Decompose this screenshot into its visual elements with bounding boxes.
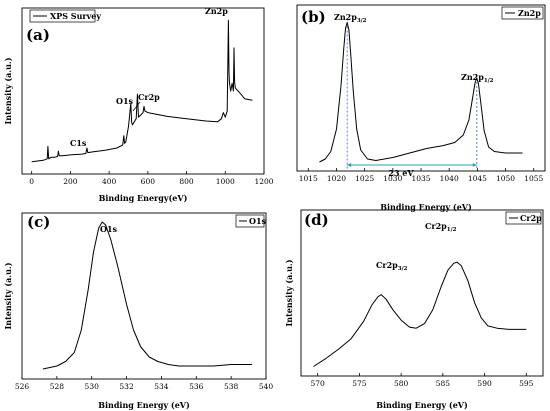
annotation-o1s: O1s	[116, 96, 134, 106]
tick-label: 580	[394, 379, 409, 388]
panel-b-legend	[501, 6, 544, 20]
panel-a-label: (a)	[26, 26, 50, 44]
panel-a-xlabel: Binding Energy(eV)	[99, 193, 188, 203]
panel-a: (a) XPS Survey Intensity (a.u.) Binding …	[3, 6, 274, 203]
tick-label: 536	[189, 382, 204, 391]
tick-label: 1045	[468, 174, 487, 183]
tick-label: 590	[477, 379, 492, 388]
panel-a-trace	[31, 19, 253, 163]
tick-label: 1000	[216, 177, 235, 186]
panel-c-x-ticks: 526 528 530 532 534 536 538 540	[15, 376, 274, 391]
arrow-head	[347, 163, 352, 167]
panel-d-ylabel: Intensity (a.u.)	[284, 259, 294, 326]
panel-c-xlabel: Binding Energy (eV)	[98, 400, 190, 410]
annotation-c1s: C1s	[70, 138, 87, 148]
annotation-o1s-c: O1s	[100, 224, 118, 234]
panel-b-xlabel: Binding Energy (eV)	[380, 202, 472, 212]
tick-label: 1020	[327, 174, 346, 183]
panel-a-frame	[21, 7, 265, 175]
tick-label: 575	[352, 379, 367, 388]
annotation-23ev: 23 eV	[388, 168, 414, 178]
annotation-cr2p1-2: Cr2p1/2	[425, 221, 457, 233]
panel-a-legend-text: XPS Survey	[50, 11, 101, 21]
tick-label: 538	[224, 382, 239, 391]
panel-d-frame	[300, 209, 544, 377]
tick-label: 400	[102, 177, 117, 186]
panel-a-legend	[29, 9, 96, 23]
tick-label: 1035	[411, 174, 430, 183]
tick-label: 585	[436, 379, 451, 388]
panel-c-legend	[235, 214, 265, 228]
tick-label: 540	[259, 382, 274, 391]
annotation-zn2p: Zn2p	[205, 6, 228, 16]
tick-label: 1040	[440, 174, 459, 183]
panel-d-legend	[505, 211, 542, 225]
panel-c-ylabel: Intensity (a.u.)	[3, 262, 13, 329]
panel-b-trace	[319, 22, 523, 163]
panel-b: (b) Zn2p Binding Energy (eV) 1015 1020 102…	[296, 4, 546, 212]
annotation-zn2p1-2: Zn2p1/2	[461, 72, 494, 84]
tick-label: 1025	[355, 174, 374, 183]
tick-label: 532	[119, 382, 134, 391]
panel-b-x-ticks: 1015 1020 1025 1030 1035 1040 1045 1050 1055	[299, 168, 543, 183]
tick-label: 1200	[254, 177, 273, 186]
tick-label: 0	[29, 177, 34, 186]
tick-label: 530	[85, 382, 100, 391]
tick-label: 200	[63, 177, 78, 186]
tick-label: 600	[141, 177, 156, 186]
tick-label: 528	[50, 382, 65, 391]
panel-b-label: (b)	[301, 8, 326, 26]
panel-d: (d) Cr2p Intensity (a.u.) Binding Energy…	[284, 209, 544, 410]
panel-c-trace	[42, 221, 253, 370]
panel-b-frame	[296, 4, 546, 172]
panel-c-label: (c)	[27, 213, 50, 231]
tick-label: 570	[311, 379, 326, 388]
tick-label: 1015	[299, 174, 318, 183]
panel-d-label: (d)	[304, 211, 329, 229]
panel-d-x-ticks: 570 575 580 585 590 595	[311, 373, 534, 388]
panel-c: (c) O1s Intensity (a.u.) Binding Energy …	[3, 212, 274, 410]
tick-label: 800	[179, 177, 194, 186]
arrow-head	[472, 163, 477, 167]
panel-a-ylabel: Intensity (a.u.)	[3, 57, 13, 124]
panel-b-peak-markers	[346, 18, 478, 170]
tick-label: 526	[15, 382, 30, 391]
tick-label: 1050	[496, 174, 515, 183]
panel-d-trace	[313, 261, 527, 367]
annotation-cr2p3-2: Cr2p3/2	[376, 260, 408, 272]
cr2p-pointer-line	[132, 101, 141, 112]
panel-b-legend-text: Zn2p	[518, 8, 541, 18]
panel-c-legend-text: O1s	[249, 216, 267, 226]
tick-label: 1030	[383, 174, 402, 183]
annotation-zn2p3-2: Zn2p3/2	[334, 12, 367, 24]
tick-label: 1055	[524, 174, 543, 183]
panel-d-legend-text: Cr2p	[520, 213, 542, 223]
annotation-cr2p: Cr2p	[138, 92, 160, 102]
tick-label: 595	[519, 379, 534, 388]
panel-c-frame	[21, 212, 267, 380]
tick-label: 534	[154, 382, 169, 391]
panel-a-x-ticks: 0 200 400 600 800 1000 1200	[29, 171, 274, 186]
panel-d-xlabel: Binding Energy (eV)	[376, 400, 468, 410]
